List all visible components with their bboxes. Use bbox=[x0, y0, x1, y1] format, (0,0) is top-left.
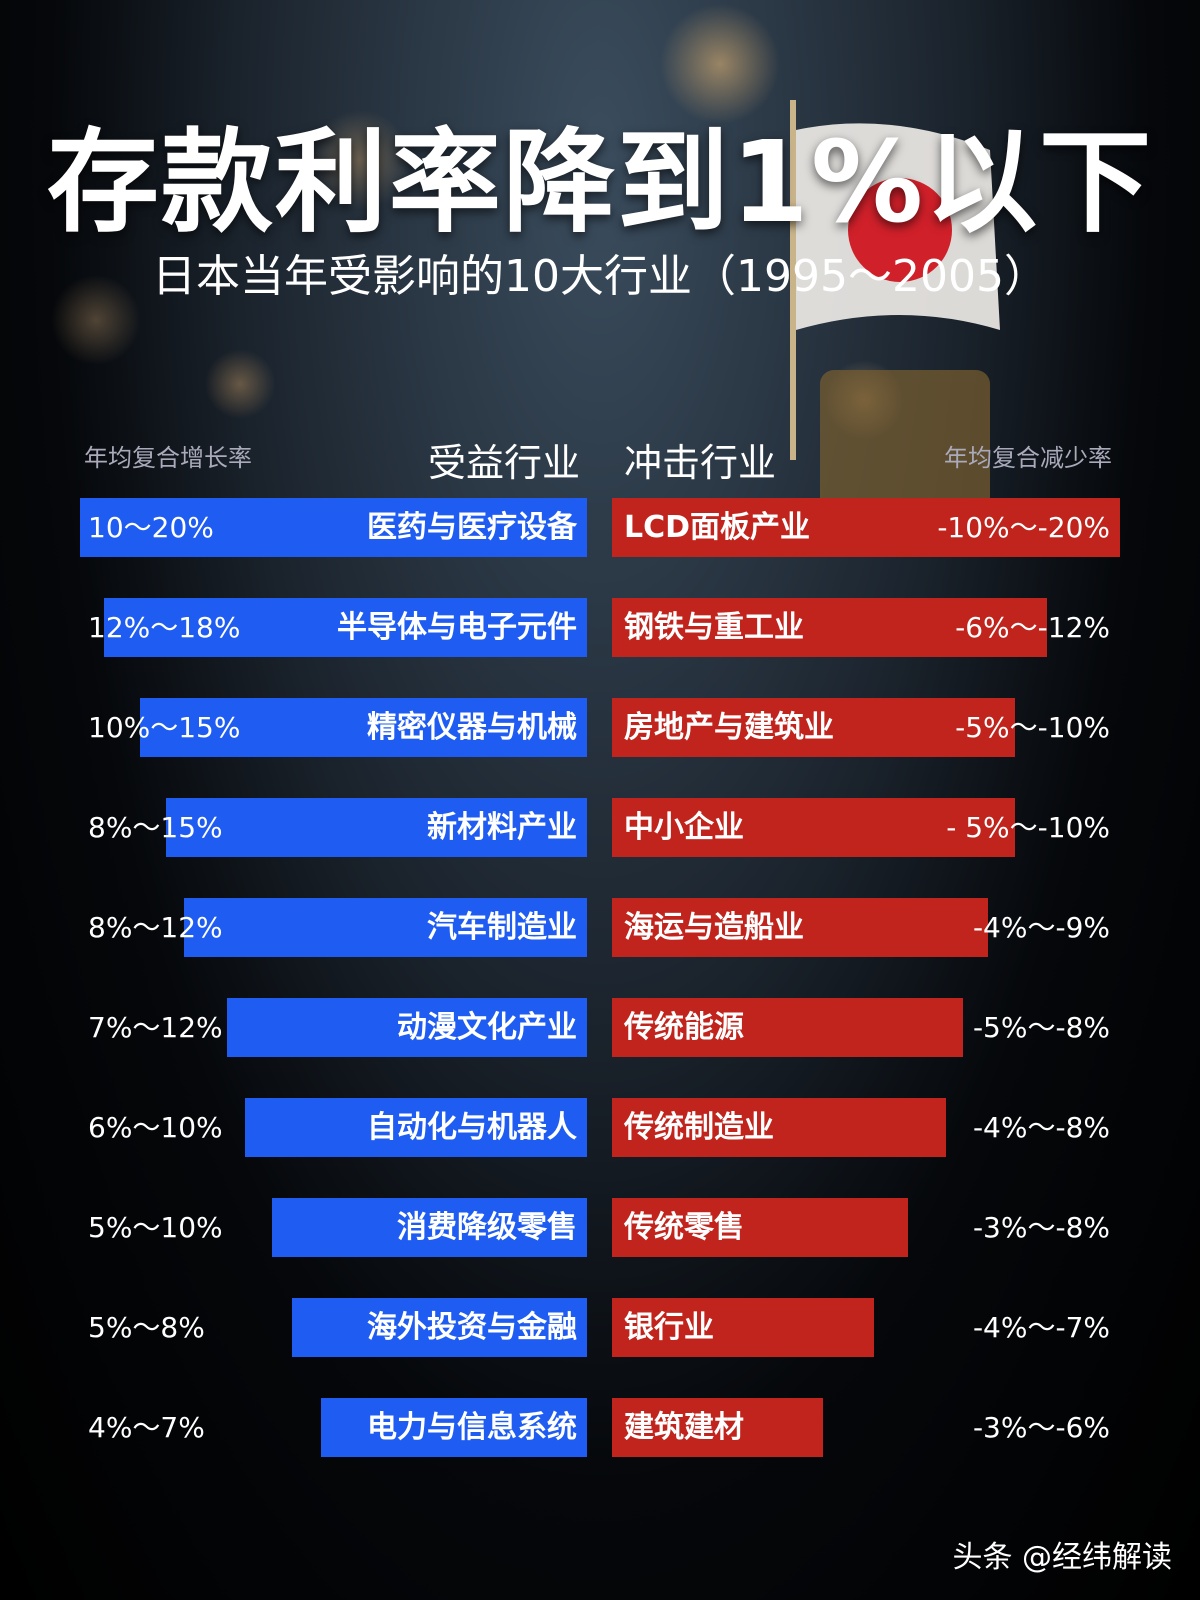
decline-label: -3%～-8% bbox=[972, 1211, 1110, 1244]
benefit-name: 汽车制造业 bbox=[427, 910, 577, 945]
impact-name: 海运与造船业 bbox=[624, 910, 804, 945]
benefit-bar bbox=[80, 498, 587, 557]
impact-bar bbox=[612, 598, 1047, 657]
decline-label: -4%～-8% bbox=[972, 1111, 1110, 1144]
decline-label: -6%～-12% bbox=[955, 611, 1110, 644]
title: 存款利率降到1%以下 bbox=[46, 118, 1154, 248]
impact-name: 传统制造业 bbox=[624, 1110, 774, 1145]
impact-name: 建筑建材 bbox=[624, 1410, 744, 1445]
benefit-name: 医药与医疗设备 bbox=[367, 510, 577, 545]
growth-label: 8%～12% bbox=[88, 911, 223, 944]
benefit-bar bbox=[245, 1098, 587, 1157]
footer: 头条 @经纬解读 bbox=[952, 1540, 1172, 1575]
growth-label: 8%～15% bbox=[88, 811, 223, 844]
benefit-name: 半导体与电子元件 bbox=[337, 610, 577, 645]
benefit-name: 精密仪器与机械 bbox=[367, 710, 577, 745]
benefit-name: 海外投资与金融 bbox=[367, 1310, 577, 1345]
growth-label: 10%～15% bbox=[88, 711, 241, 744]
benefit-bar bbox=[272, 1198, 587, 1257]
impact-bar bbox=[612, 998, 963, 1057]
decline-label: -10%～-20% bbox=[937, 511, 1110, 544]
decline-label: -4%～-7% bbox=[972, 1311, 1110, 1344]
decline-label: - 5%～-10% bbox=[946, 811, 1110, 844]
impact-name: 传统零售 bbox=[624, 1210, 744, 1245]
right-header: 冲击行业 bbox=[624, 441, 777, 485]
impact-name: LCD面板产业 bbox=[624, 510, 811, 545]
benefit-bar bbox=[166, 798, 587, 857]
impact-bar bbox=[612, 1198, 908, 1257]
decline-label: -5%～-8% bbox=[972, 1011, 1110, 1044]
impact-name: 钢铁与重工业 bbox=[624, 610, 804, 645]
subtitle: 日本当年受影响的10大行业（1995～2005） bbox=[152, 251, 1048, 302]
left-metric: 年均复合增长率 bbox=[84, 444, 252, 472]
benefit-bar bbox=[140, 698, 587, 757]
growth-label: 5%～8% bbox=[88, 1311, 205, 1344]
benefit-name: 电力与信息系统 bbox=[367, 1410, 577, 1445]
impact-bar bbox=[612, 698, 1015, 757]
right-metric: 年均复合减少率 bbox=[944, 444, 1112, 472]
decline-label: -5%～-10% bbox=[955, 711, 1110, 744]
impact-bar bbox=[612, 898, 988, 957]
growth-label: 5%～10% bbox=[88, 1211, 223, 1244]
benefit-name: 动漫文化产业 bbox=[397, 1010, 577, 1045]
benefit-name: 消费降级零售 bbox=[397, 1210, 577, 1245]
impact-bar bbox=[612, 1298, 874, 1357]
impact-bar bbox=[612, 498, 1120, 557]
impact-name: 中小企业 bbox=[624, 810, 744, 845]
impact-bar bbox=[612, 1098, 946, 1157]
decline-label: -4%～-9% bbox=[972, 911, 1110, 944]
impact-name: 银行业 bbox=[624, 1310, 714, 1345]
growth-label: 4%～7% bbox=[88, 1411, 205, 1444]
benefit-bar bbox=[321, 1398, 587, 1457]
benefit-name: 新材料产业 bbox=[427, 810, 577, 845]
growth-label: 12%～18% bbox=[88, 611, 241, 644]
decline-label: -3%～-6% bbox=[972, 1411, 1110, 1444]
growth-label: 6%～10% bbox=[88, 1111, 223, 1144]
benefit-bar bbox=[292, 1298, 587, 1357]
benefit-bar bbox=[184, 898, 587, 957]
impact-bar bbox=[612, 1398, 823, 1457]
impact-name: 房地产与建筑业 bbox=[624, 710, 834, 745]
growth-label: 10～20% bbox=[88, 511, 214, 544]
impact-bar bbox=[612, 798, 1015, 857]
growth-label: 7%～12% bbox=[88, 1011, 223, 1044]
benefit-bar bbox=[227, 998, 587, 1057]
left-header: 受益行业 bbox=[428, 441, 581, 485]
impact-name: 传统能源 bbox=[624, 1010, 744, 1045]
benefit-bar bbox=[104, 598, 587, 657]
benefit-name: 自动化与机器人 bbox=[367, 1110, 577, 1145]
